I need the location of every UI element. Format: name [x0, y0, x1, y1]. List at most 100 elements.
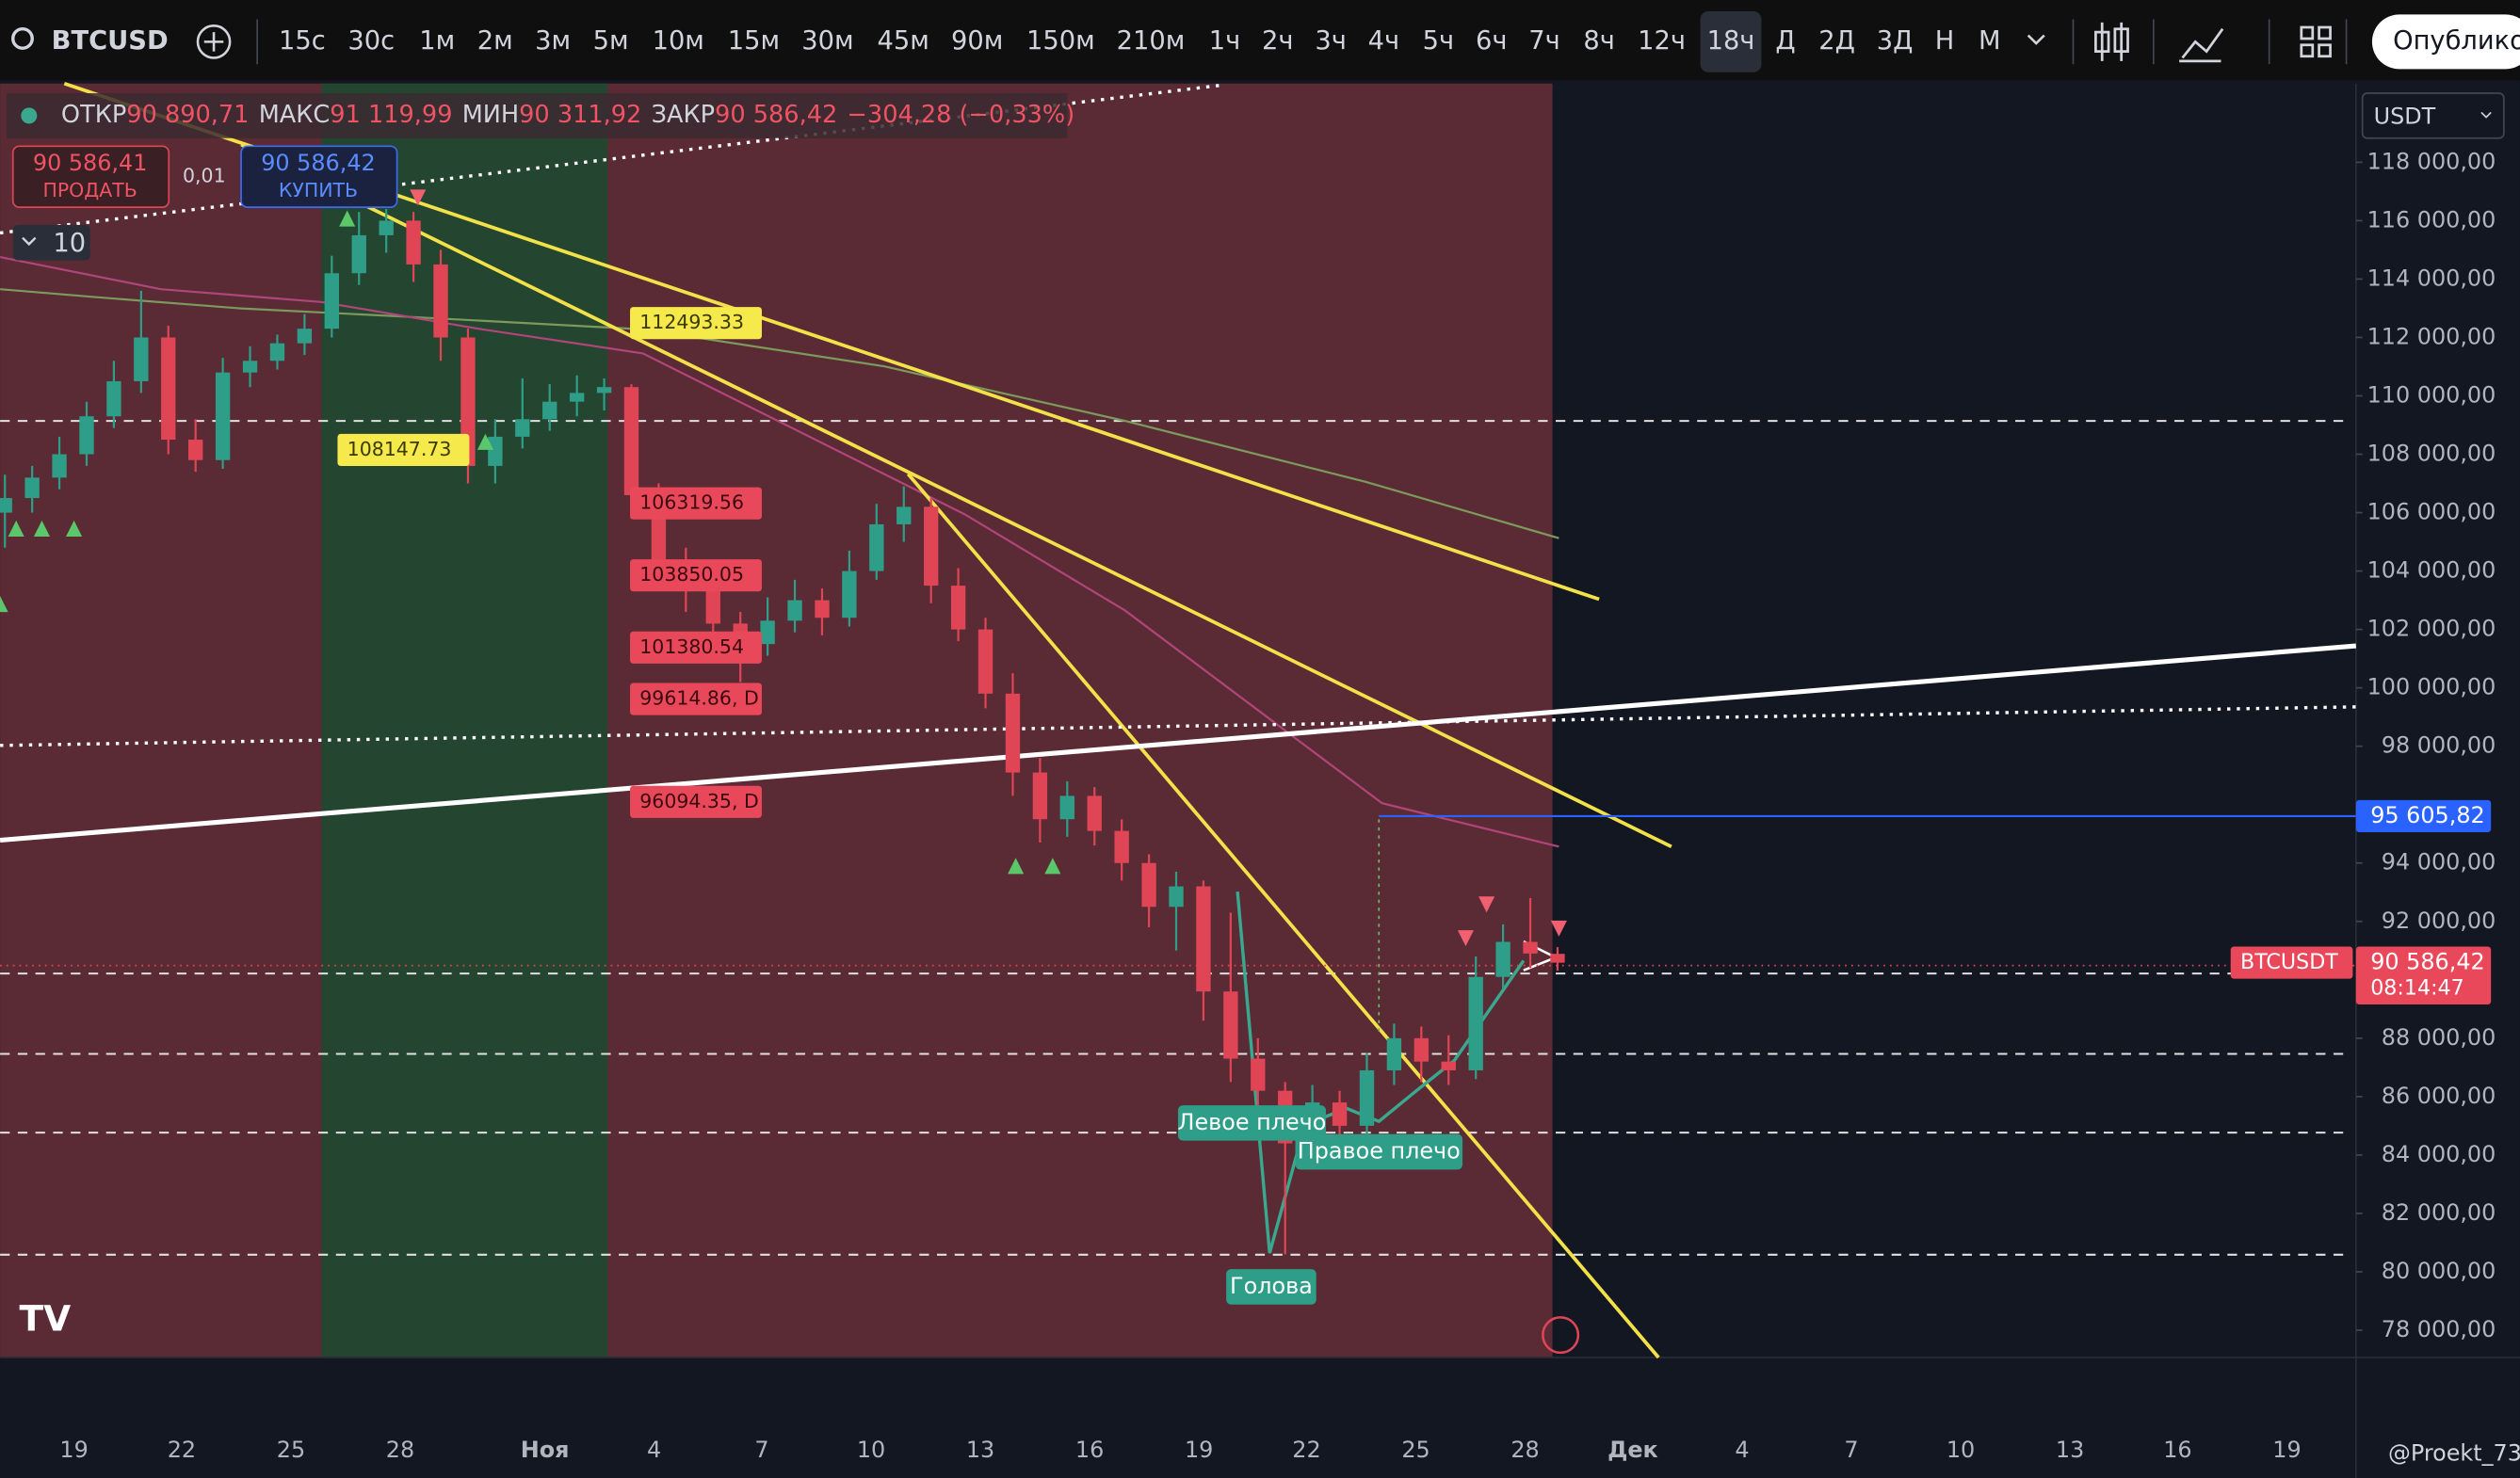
candle-body — [161, 337, 176, 441]
symbol[interactable]: BTCUSD — [52, 26, 169, 56]
candle-body — [1032, 772, 1048, 820]
alert-icon[interactable] — [1542, 1316, 1580, 1355]
interval[interactable]: 3ч — [1315, 26, 1347, 56]
y-tick-label: 92 000,00 — [2382, 908, 2496, 934]
interval[interactable]: М — [1979, 26, 2001, 56]
signal-down — [1457, 930, 1474, 947]
interval[interactable]: 18ч — [1707, 26, 1755, 56]
y-tick-label: 112 000,00 — [2367, 323, 2496, 349]
interval[interactable]: 10м — [653, 26, 704, 56]
interval[interactable]: 2ч — [1262, 26, 1293, 56]
price-annotation: 96094.35, D — [639, 790, 758, 812]
candle-body — [1495, 941, 1510, 977]
interval[interactable]: 1ч — [1209, 26, 1241, 56]
interval[interactable]: 2м — [477, 26, 513, 56]
candle-body — [460, 337, 476, 466]
y-tick-label: 104 000,00 — [2367, 557, 2496, 584]
candle-body — [515, 419, 530, 437]
interval[interactable]: Н — [1935, 26, 1955, 56]
interval[interactable]: 5м — [593, 26, 629, 56]
logo: TV — [20, 1297, 72, 1339]
buy-button[interactable] — [240, 145, 398, 208]
interval[interactable]: 3Д — [1877, 26, 1914, 56]
x-tick-label: 4 — [1735, 1437, 1749, 1463]
interval[interactable]: 90м — [951, 26, 1003, 56]
more-intervals[interactable] — [2027, 34, 2045, 45]
x-tick-label: 4 — [647, 1437, 661, 1463]
trend-line — [906, 473, 1660, 1359]
interval[interactable]: 45м — [877, 26, 929, 56]
legend-bg — [6, 92, 1068, 138]
signal-up — [339, 210, 356, 227]
publish-button[interactable] — [2371, 14, 2520, 70]
currency-select[interactable] — [2361, 92, 2505, 139]
signal-down — [410, 189, 427, 206]
candle-body — [433, 264, 448, 338]
pattern-label: Левое плечо — [1178, 1109, 1327, 1135]
candle-body — [269, 343, 285, 361]
interval[interactable]: 15м — [728, 26, 780, 56]
interval[interactable]: 30м — [801, 26, 853, 56]
sell-price[interactable]: 90 586,41 — [33, 150, 148, 176]
candle-body — [1223, 991, 1238, 1059]
interval[interactable]: 4ч — [1368, 26, 1400, 56]
interval[interactable]: 3м — [535, 26, 571, 56]
spread: 0,01 — [183, 165, 226, 187]
y-tick-label: 100 000,00 — [2367, 674, 2496, 700]
interval[interactable]: 12ч — [1638, 26, 1686, 56]
interval[interactable]: 5ч — [1423, 26, 1455, 56]
interval[interactable]: 15с — [279, 26, 326, 56]
buy-label[interactable]: КУПИТЬ — [279, 179, 358, 201]
candle-body — [1386, 1037, 1402, 1070]
chart-type-icon[interactable] — [2094, 22, 2129, 61]
indicators-toggle[interactable] — [12, 224, 90, 261]
candle-body — [760, 620, 775, 645]
sell-label[interactable]: ПРОДАТЬ — [42, 179, 137, 201]
interval[interactable]: 2Д — [1818, 26, 1855, 56]
indicators-count[interactable]: 10 — [53, 229, 86, 258]
add-symbol[interactable] — [196, 24, 232, 59]
y-tick-label: 82 000,00 — [2382, 1199, 2496, 1226]
currency-label[interactable]: USDT — [2374, 104, 2436, 130]
moving-average — [0, 255, 1559, 848]
price-annotation: 99614.86, D — [639, 687, 758, 710]
x-tick-label: 13 — [966, 1437, 994, 1463]
candle-body — [24, 477, 40, 499]
candle-body — [705, 588, 720, 624]
legend-label: ОТКР — [61, 101, 126, 129]
interval[interactable]: Д — [1775, 26, 1795, 56]
interval[interactable]: 30с — [347, 26, 395, 56]
interval[interactable]: 6ч — [1476, 26, 1507, 56]
candle-body — [1196, 886, 1211, 992]
buy-price[interactable]: 90 586,42 — [261, 150, 376, 176]
publish-label[interactable]: Опублико — [2393, 26, 2520, 56]
sell-button[interactable] — [11, 145, 170, 208]
signal-down — [1550, 920, 1567, 937]
legend-label: ЗАКР — [652, 101, 715, 129]
interval[interactable]: 7ч — [1528, 26, 1560, 56]
layout-icon[interactable] — [2300, 25, 2332, 58]
candle-body — [242, 361, 258, 373]
candle-body — [324, 273, 339, 329]
search-icon[interactable] — [11, 27, 34, 50]
trend-line — [240, 142, 1672, 849]
interval[interactable]: 210м — [1117, 26, 1186, 56]
candle-body — [188, 440, 203, 460]
x-tick-label: 7 — [1844, 1437, 1858, 1463]
interval[interactable]: 150м — [1026, 26, 1095, 56]
interval[interactable]: 8ч — [1583, 26, 1615, 56]
x-tick-label: 25 — [277, 1437, 305, 1463]
price-annotation-bg — [630, 683, 762, 715]
candle-body — [787, 600, 802, 621]
candle-body — [1005, 693, 1021, 773]
signal-up — [477, 433, 493, 450]
candle-body — [623, 387, 639, 495]
candle-body — [923, 506, 939, 586]
legend-value: 90 890,71 — [126, 101, 249, 129]
pattern-label-bg — [1177, 1105, 1326, 1141]
indicators-icon[interactable] — [2179, 27, 2224, 63]
price-annotation-bg — [630, 559, 762, 592]
interval[interactable]: 1м — [419, 26, 455, 56]
